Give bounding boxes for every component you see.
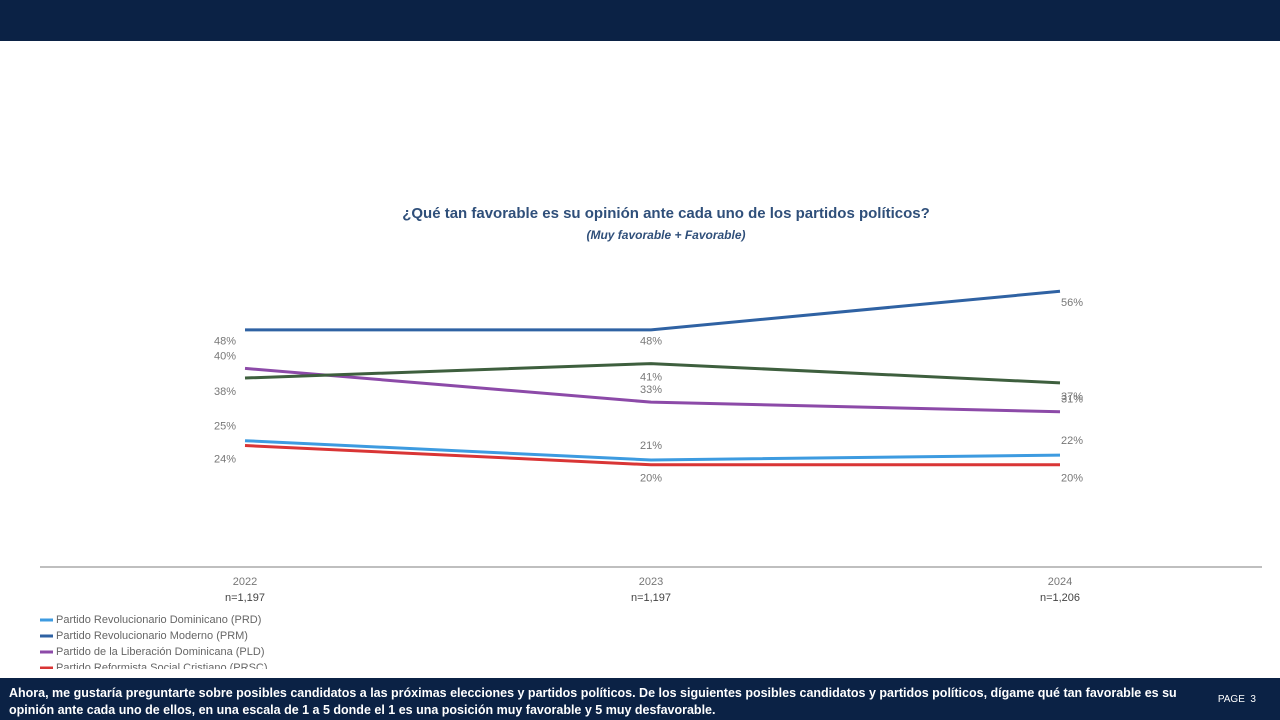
data-label: 38% (214, 386, 236, 398)
sample-size: n=1,206 (1040, 592, 1080, 604)
legend-label: Partido Revolucionario Moderno (PRM) (56, 630, 248, 642)
data-label: 33% (640, 384, 662, 396)
legend-label: Partido Reformista Social Cristiano (PRS… (56, 662, 268, 674)
legend: Partido Revolucionario Dominicano (PRD) P… (40, 614, 268, 674)
data-label: 40% (214, 350, 236, 362)
series-line (244, 444, 1060, 467)
data-label: 48% (214, 336, 236, 348)
x-tick-label: 2022 (233, 576, 257, 588)
x-tick-label: 2023 (639, 576, 663, 588)
chart: ¿Qué tan favorable es su opinión ante ca… (40, 205, 1262, 674)
x-tick-label: 2024 (1048, 576, 1072, 588)
data-label: 37% (1061, 391, 1083, 403)
data-label: 41% (640, 371, 662, 383)
page-number: PAGE 3 (1217, 694, 1256, 705)
data-label: 20% (1061, 473, 1083, 485)
data-label: 21% (640, 440, 662, 452)
footer-text: Ahora, me gustaría preguntarte sobre pos… (9, 686, 1177, 717)
legend-label: Partido Revolucionario Dominicano (PRD) (56, 614, 261, 626)
data-label: 48% (640, 336, 662, 348)
top-bar (0, 0, 1280, 41)
data-label: 22% (1061, 435, 1083, 447)
data-label: 25% (214, 421, 236, 433)
sample-size: n=1,197 (225, 592, 265, 604)
footer: Ahora, me gustaría preguntarte sobre pos… (0, 678, 1280, 720)
sample-size: n=1,197 (631, 592, 671, 604)
data-label: 56% (1061, 297, 1083, 309)
data-label: 31% (1061, 394, 1083, 406)
chart-subtitle: (Muy favorable + Favorable) (586, 228, 745, 242)
chart-title: ¿Qué tan favorable es su opinión ante ca… (402, 205, 930, 222)
legend-label: Partido de la Liberación Dominicana (PLD… (56, 646, 265, 658)
data-label: 24% (214, 453, 236, 465)
series-line (244, 362, 1061, 385)
series-line (244, 366, 1061, 414)
data-label: 20% (640, 473, 662, 485)
series-line (244, 439, 1061, 462)
series-line (245, 289, 1061, 332)
